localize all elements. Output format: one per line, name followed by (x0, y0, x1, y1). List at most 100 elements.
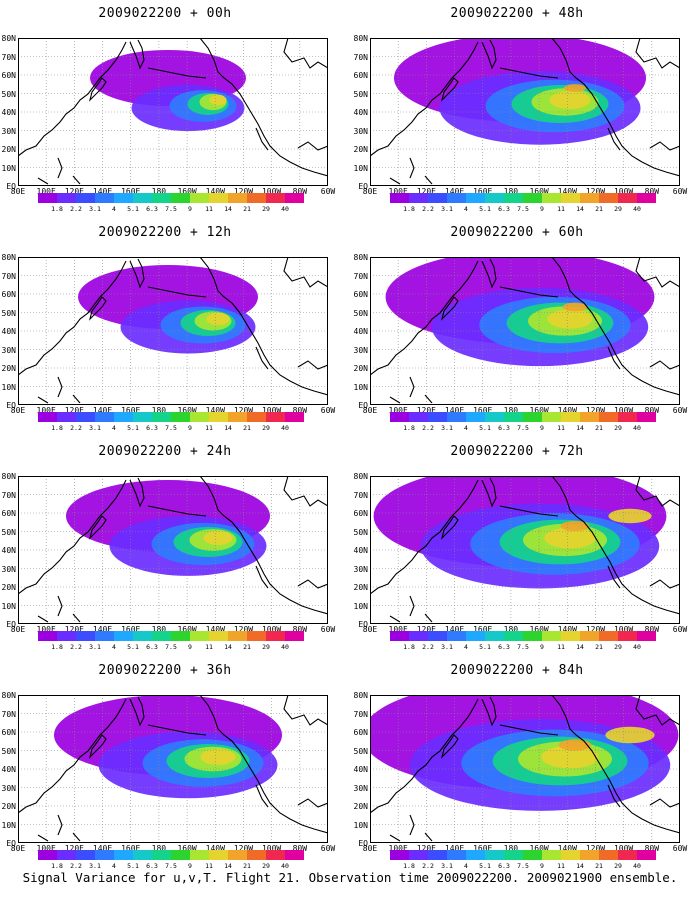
variance-contour (558, 739, 592, 751)
colorbar-swatch (171, 631, 190, 641)
colorbar-swatch (523, 631, 542, 641)
longitude-label: 180 (151, 625, 167, 634)
coastline (649, 798, 680, 808)
longitude-label: 100E (388, 625, 408, 634)
variance-map (18, 476, 328, 624)
longitude-label: 160W (529, 844, 549, 853)
longitude-label: 140E (92, 844, 113, 853)
coastline (297, 360, 328, 370)
colorbar-label: 7.5 (517, 205, 529, 213)
colorbar-label: 7.5 (517, 862, 529, 870)
longitude-label: 80W (292, 187, 308, 196)
latitude-label: 80N (1, 34, 16, 43)
colorbar-swatch (599, 412, 618, 422)
longitude-label: 140W (557, 844, 577, 853)
colorbar-label: 11 (205, 862, 213, 870)
colorbar-swatch (523, 412, 542, 422)
latitude-label: 40N (1, 327, 16, 336)
coastline (199, 476, 328, 615)
colorbar-swatch (542, 631, 561, 641)
latitude-label: 20N (1, 145, 16, 154)
latitude-label: EQ (358, 839, 368, 848)
colorbar-swatch (76, 631, 95, 641)
colorbar-swatch (266, 193, 285, 203)
latitude-label: EQ (358, 620, 368, 629)
coastline (499, 505, 559, 517)
latitude-label: 50N (353, 308, 368, 318)
colorbar-swatch (114, 850, 133, 860)
coastline (37, 814, 81, 842)
longitude-label: 160W (529, 406, 549, 415)
longitude-label: 80E (10, 406, 26, 415)
colorbar-label: 4 (464, 205, 468, 213)
colorbar-swatch (247, 631, 266, 641)
colorbar-swatch (618, 631, 637, 641)
colorbar-label: 6.3 (498, 643, 510, 651)
latitude-label: 70N (353, 490, 368, 500)
latitude-label: 70N (353, 271, 368, 281)
colorbar-label: 1.8 (51, 205, 63, 213)
colorbar-label: 14 (576, 424, 584, 432)
colorbar-swatch (618, 850, 637, 860)
latitude-label: EQ (6, 182, 16, 191)
colorbar-swatch (561, 193, 580, 203)
longitude-label: 60W (672, 625, 688, 634)
longitude-label: 160W (177, 844, 197, 853)
map-panel: 2009022200 + 48h 80N 70N 60N 50N 40N 30N 20N 10N… (352, 0, 688, 213)
colorbar-label: 14 (224, 643, 232, 651)
colorbar-swatch (57, 631, 76, 641)
colorbar-swatch (580, 631, 599, 641)
colorbar-label: 40 (281, 424, 289, 432)
longitude-label: 120W (233, 844, 254, 853)
colorbar-label: 5.1 (479, 205, 491, 213)
longitude-label: 120W (585, 625, 606, 634)
variance-contour (608, 508, 652, 524)
longitude-label: 60W (672, 844, 688, 853)
colorbar-swatch (228, 850, 247, 860)
colorbar-label: 1.8 (403, 862, 415, 870)
latitude-label: 30N (1, 783, 16, 793)
coastline (481, 258, 497, 289)
longitude-label: 120E (416, 844, 436, 853)
longitude-label: 120E (416, 187, 436, 196)
coastline (607, 346, 621, 370)
longitude-label: 60W (672, 187, 688, 196)
colorbar-label: 3.1 (441, 205, 453, 213)
colorbar-swatch (57, 850, 76, 860)
coastline (18, 479, 127, 595)
longitude-label: 100W (613, 187, 634, 196)
colorbar-label: 40 (281, 643, 289, 651)
colorbar-swatch (171, 193, 190, 203)
latitude-label: EQ (358, 182, 368, 191)
latitude-label: 10N (353, 820, 368, 830)
colorbar-label: 3.1 (441, 862, 453, 870)
colorbar-label: 40 (281, 205, 289, 213)
colorbar (390, 193, 656, 203)
colorbar-swatch (266, 850, 285, 860)
colorbar-label: 4 (464, 643, 468, 651)
longitude-label: 100W (613, 406, 634, 415)
colorbar-label: 9 (540, 205, 544, 213)
panel-title: 2009022200 + 24h (98, 444, 232, 459)
longitude-label: 160E (121, 406, 141, 415)
colorbar-label: 9 (540, 424, 544, 432)
colorbar-swatch (618, 193, 637, 203)
longitude-label: 120E (64, 187, 84, 196)
colorbar-label: 4 (112, 424, 116, 432)
longitude-label: 140E (92, 406, 113, 415)
colorbar-label: 1.8 (51, 862, 63, 870)
longitude-label: 160W (177, 625, 197, 634)
colorbar-label: 21 (595, 643, 603, 651)
longitude-label: 140E (92, 625, 113, 634)
latitude-label: 40N (353, 108, 368, 117)
colorbar-swatch (561, 412, 580, 422)
longitude-label: 140W (205, 406, 225, 415)
colorbar-label: 29 (262, 862, 270, 870)
colorbar-label: 7.5 (165, 205, 177, 213)
longitude-label: 140W (557, 406, 577, 415)
colorbar-label: 7.5 (517, 424, 529, 432)
variance-contour (200, 748, 236, 766)
colorbar-swatch (447, 412, 466, 422)
coastline (283, 695, 328, 726)
variance-map (18, 38, 328, 186)
